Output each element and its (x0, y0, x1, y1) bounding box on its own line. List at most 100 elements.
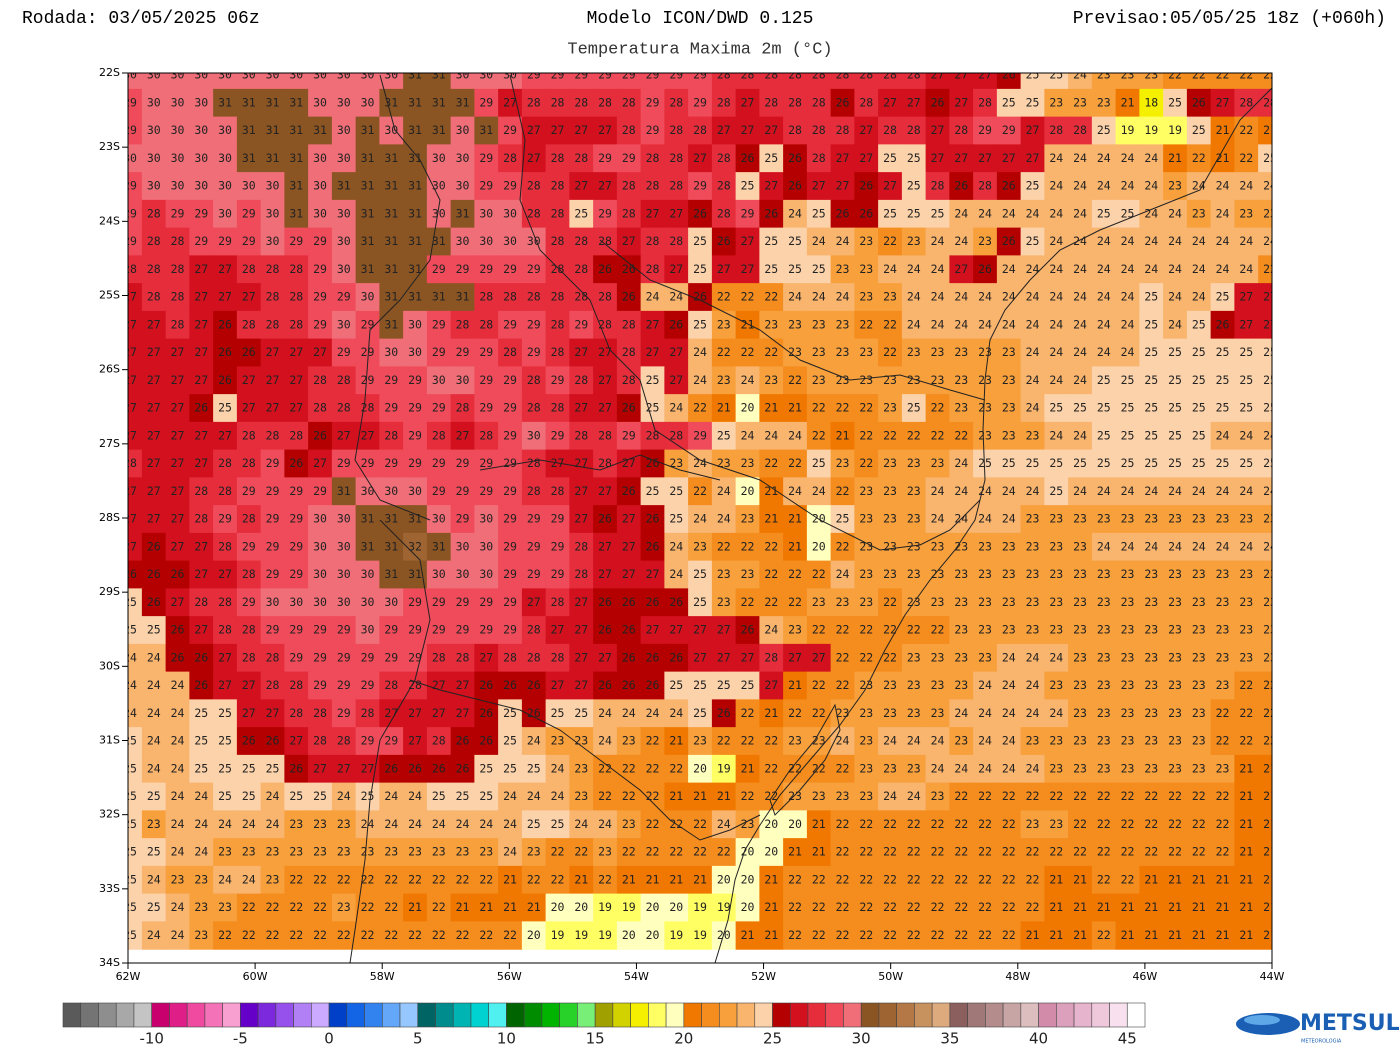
temp-value: 29 (171, 206, 185, 220)
temp-value: 23 (883, 678, 897, 692)
temp-value: 27 (218, 262, 232, 276)
temp-value: 24 (764, 623, 778, 637)
temp-value: 23 (1026, 428, 1040, 442)
temp-value: 28 (337, 373, 351, 387)
temp-value: 29 (551, 539, 565, 553)
temp-value: 29 (242, 234, 256, 248)
temp-value: 22 (883, 623, 897, 637)
temp-value: 31 (313, 123, 327, 137)
temp-cell (308, 199, 333, 229)
temp-value: 22 (1026, 900, 1040, 914)
temp-cell (949, 338, 974, 367)
temp-cell (569, 88, 594, 118)
temp-value: 30 (171, 179, 185, 193)
temp-value: 24 (954, 234, 968, 248)
temp-value: 23 (194, 872, 208, 886)
temp-value: 26 (693, 290, 707, 304)
temp-value: 29 (669, 68, 683, 82)
temp-cell (1068, 338, 1093, 367)
temp-value: 30 (527, 428, 541, 442)
temp-cell (996, 338, 1022, 367)
temp-value: 24 (1216, 179, 1230, 193)
temp-value: 23 (1192, 623, 1206, 637)
temp-value: 20 (741, 484, 755, 498)
temp-value: 29 (693, 68, 707, 82)
temp-value: 27 (147, 512, 161, 526)
temp-value: 26 (669, 595, 683, 609)
temp-value: 31 (479, 123, 493, 137)
colorbar-tick-label: 40 (1029, 1030, 1048, 1048)
temp-value: 30 (479, 234, 493, 248)
temp-value: 25 (1026, 179, 1040, 193)
temp-cell (426, 227, 452, 256)
temp-value: 30 (361, 567, 375, 581)
temp-value: 23 (194, 928, 208, 942)
temp-cell (759, 255, 784, 284)
temp-value: 22 (717, 539, 731, 553)
temp-cell (331, 199, 357, 229)
temp-cell (426, 73, 452, 90)
temp-cell (735, 366, 760, 395)
temp-value: 24 (527, 734, 541, 748)
temp-value: 27 (1239, 317, 1253, 331)
temp-value: 26 (598, 623, 612, 637)
temp-value: 31 (408, 290, 422, 304)
temp-value: 21 (1239, 817, 1253, 831)
temp-value: 25 (1168, 428, 1182, 442)
temp-value: 24 (693, 512, 707, 526)
temp-value: 23 (171, 872, 185, 886)
temp-value: 23 (622, 817, 636, 831)
temp-cell (593, 366, 618, 395)
temp-value: 26 (218, 345, 232, 359)
temp-cell (450, 144, 475, 173)
colorbar-box (1126, 1002, 1146, 1028)
temp-value: 29 (384, 623, 398, 637)
temp-value: 28 (717, 206, 731, 220)
temp-value: 29 (123, 123, 137, 137)
temp-value: 27 (669, 373, 683, 387)
temp-value: 27 (194, 428, 208, 442)
temp-cell (1210, 394, 1235, 423)
temp-value: 22 (883, 428, 897, 442)
temp-value: 30 (171, 95, 185, 109)
temp-value: 27 (456, 678, 470, 692)
temp-value: 24 (503, 845, 517, 859)
temp-value: 21 (741, 928, 755, 942)
temp-cell (664, 144, 689, 173)
temp-value: 27 (574, 345, 588, 359)
temp-value: 21 (1263, 789, 1277, 803)
temp-value: 23 (812, 734, 826, 748)
temp-value: 23 (1216, 567, 1230, 581)
temp-value: 29 (503, 123, 517, 137)
temp-cell (213, 421, 238, 451)
temp-value: 28 (622, 206, 636, 220)
colorbar-box (1056, 1002, 1075, 1028)
temp-value: 24 (194, 845, 208, 859)
temp-value: 30 (361, 68, 375, 82)
temp-value: 24 (384, 789, 398, 803)
temp-value: 24 (1049, 345, 1063, 359)
temp-value: 23 (361, 845, 375, 859)
temp-value: 24 (503, 789, 517, 803)
temp-value: 23 (1121, 512, 1135, 526)
temp-value: 25 (218, 789, 232, 803)
temp-cell (925, 227, 950, 256)
temp-value: 29 (646, 68, 660, 82)
temp-value: 28 (551, 151, 565, 165)
temp-value: 24 (693, 345, 707, 359)
temp-value: 23 (954, 734, 968, 748)
temp-value: 23 (1216, 623, 1230, 637)
temp-value: 22 (693, 484, 707, 498)
temp-value: 24 (171, 900, 185, 914)
temp-value: 23 (883, 401, 897, 415)
temp-value: 27 (883, 95, 897, 109)
temp-value: 22 (693, 817, 707, 831)
temp-value: 22 (907, 623, 921, 637)
temp-cell (925, 338, 950, 367)
temp-cell (616, 310, 642, 340)
temp-value: 30 (218, 123, 232, 137)
temp-value: 22 (907, 817, 921, 831)
temp-value: 22 (313, 900, 327, 914)
temp-value: 29 (384, 373, 398, 387)
colorbar-box (718, 1002, 738, 1028)
